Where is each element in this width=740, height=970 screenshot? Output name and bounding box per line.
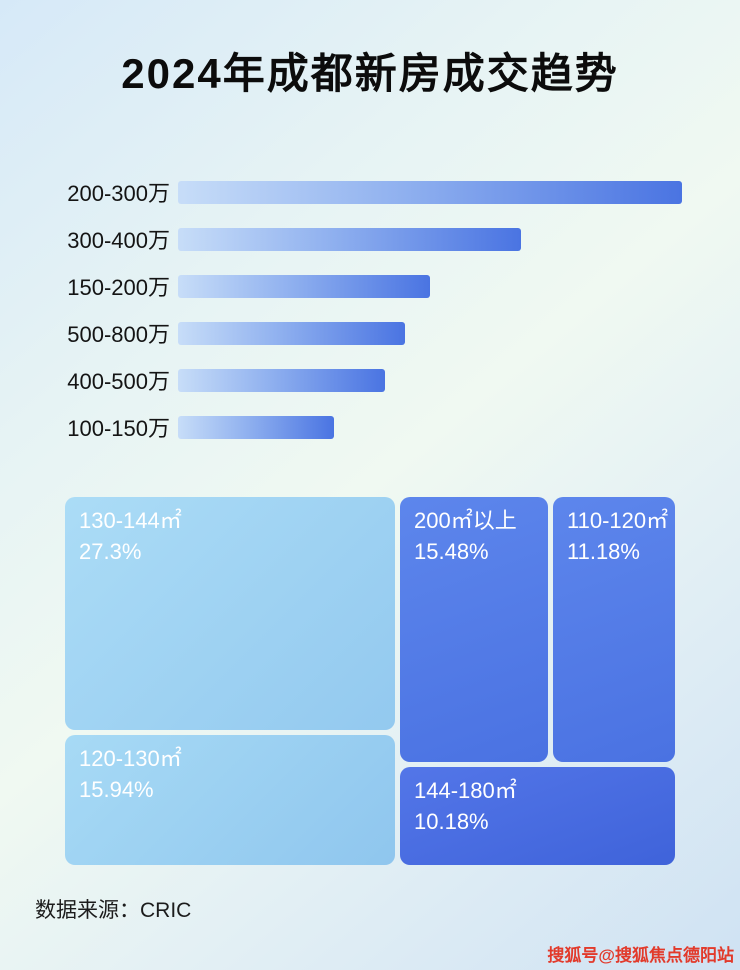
bar bbox=[178, 180, 682, 204]
bar-track bbox=[178, 180, 682, 204]
treemap: 130-144㎡ 27.3% 120-130㎡ 15.94% 200㎡以上 15… bbox=[65, 497, 675, 865]
treemap-block-120-130: 120-130㎡ 15.94% bbox=[65, 735, 395, 865]
bar-track bbox=[178, 415, 682, 439]
bar bbox=[178, 415, 335, 439]
bar-row: 500-800万 bbox=[38, 321, 682, 347]
treemap-block-label: 110-120㎡ bbox=[567, 508, 669, 533]
treemap-block-value: 15.48% bbox=[414, 538, 489, 564]
bar-row: 300-400万 bbox=[38, 227, 682, 253]
bar-category-label: 100-150万 bbox=[67, 416, 170, 441]
bar-row: 400-500万 bbox=[38, 368, 682, 394]
bar-category-label: 400-500万 bbox=[67, 369, 170, 394]
treemap-block-label: 120-130㎡ bbox=[79, 746, 182, 771]
bar bbox=[178, 227, 521, 251]
bar bbox=[178, 368, 385, 392]
bar bbox=[178, 274, 430, 298]
bar-row: 150-200万 bbox=[38, 274, 682, 300]
treemap-block-200-plus: 200㎡以上 15.48% bbox=[400, 497, 548, 762]
treemap-block-144-180: 144-180㎡ 10.18% bbox=[400, 767, 675, 865]
bar-track bbox=[178, 227, 682, 251]
bar-category-label: 150-200万 bbox=[67, 275, 170, 300]
treemap-block-value: 11.18% bbox=[567, 538, 640, 564]
bar-category-label: 500-800万 bbox=[67, 322, 170, 347]
bar-row: 200-300万 bbox=[38, 180, 682, 206]
page-title: 2024年成都新房成交趋势 bbox=[121, 50, 619, 97]
bar-track bbox=[178, 321, 682, 345]
treemap-block-130-144: 130-144㎡ 27.3% bbox=[65, 497, 395, 730]
treemap-block-label: 144-180㎡ bbox=[414, 778, 517, 803]
treemap-block-value: 10.18% bbox=[414, 808, 489, 834]
treemap-block-label: 130-144㎡ bbox=[79, 508, 182, 533]
data-source: 数据来源：CRIC bbox=[35, 899, 192, 922]
bar-track bbox=[178, 274, 682, 298]
treemap-block-value: 15.94% bbox=[79, 776, 154, 802]
bar-category-label: 200-300万 bbox=[67, 181, 170, 206]
bar-track bbox=[178, 368, 682, 392]
bar bbox=[178, 321, 405, 345]
sohu-watermark: 搜狐号@搜狐焦点德阳站 bbox=[547, 946, 734, 965]
treemap-block-label: 200㎡以上 bbox=[414, 508, 517, 533]
bar-category-label: 300-400万 bbox=[67, 228, 170, 253]
treemap-block-value: 27.3% bbox=[79, 538, 142, 564]
treemap-block-110-120: 110-120㎡ 11.18% bbox=[553, 497, 675, 762]
bar-chart: 200-300万 300-400万 150-200万 500-800万 400-500万… bbox=[38, 180, 682, 462]
bar-row: 100-150万 bbox=[38, 415, 682, 441]
